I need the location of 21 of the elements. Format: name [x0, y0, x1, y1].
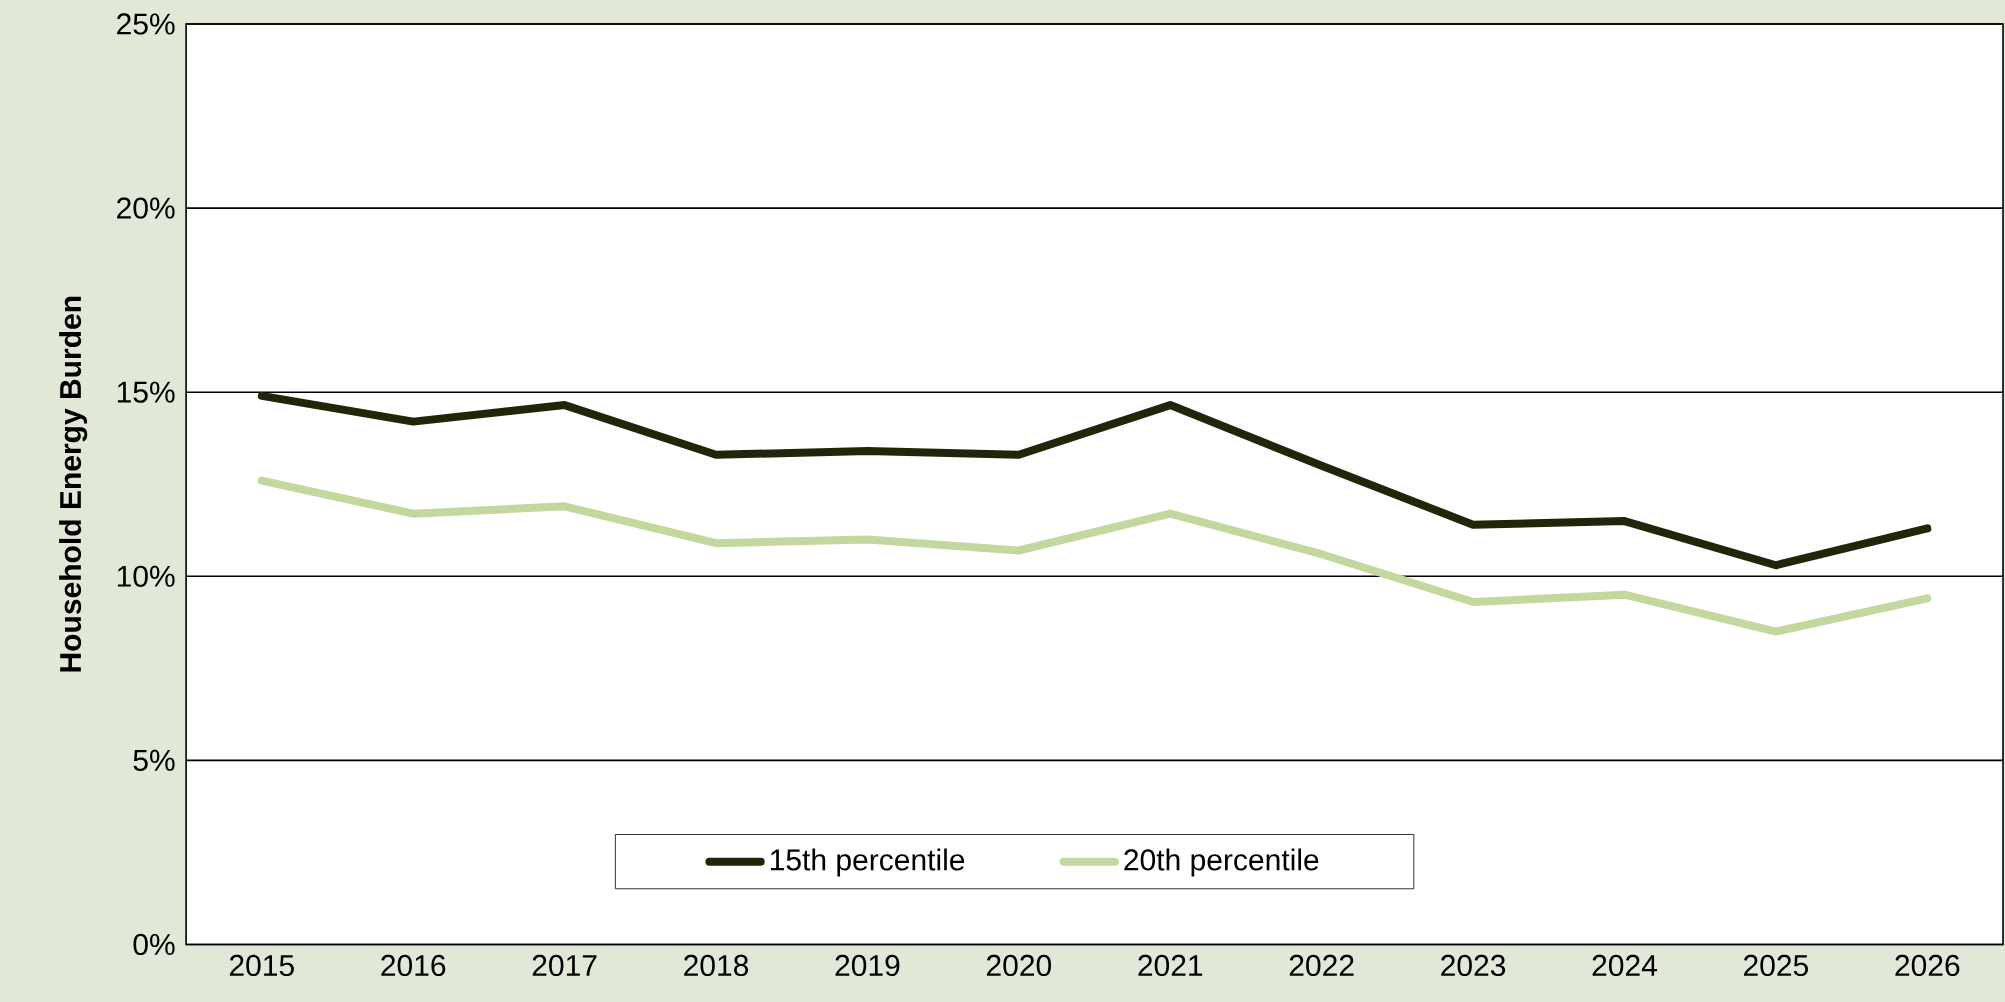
y-tick-label: 25%: [117, 13, 175, 35]
x-tick-label: 2020: [986, 954, 1052, 976]
y-axis-title: Household Energy Burden: [59, 296, 88, 672]
x-tick-label: 2018: [684, 954, 749, 976]
x-tick-label: 2022: [1289, 954, 1354, 976]
x-tick-label: 2017: [532, 954, 597, 976]
y-tick-label: 5%: [133, 749, 175, 771]
y-tick-label: 20%: [117, 197, 175, 219]
x-tick-label: 2024: [1592, 954, 1657, 976]
x-tick-label: 2025: [1744, 954, 1809, 976]
x-tick-label: 2023: [1441, 954, 1506, 976]
x-tick-label: 2026: [1895, 954, 1960, 976]
x-tick-label: 2019: [835, 954, 900, 976]
x-tick-label: 2015: [229, 954, 294, 976]
x-tick-label: 2016: [381, 954, 446, 976]
y-tick-label: 10%: [117, 565, 175, 587]
y-tick-label: 0%: [133, 933, 175, 955]
legend-label: 15th percentile: [770, 848, 965, 877]
legend-label: 20th percentile: [1124, 848, 1319, 877]
y-tick-label: 15%: [117, 381, 175, 403]
x-tick-label: 2021: [1138, 954, 1203, 976]
